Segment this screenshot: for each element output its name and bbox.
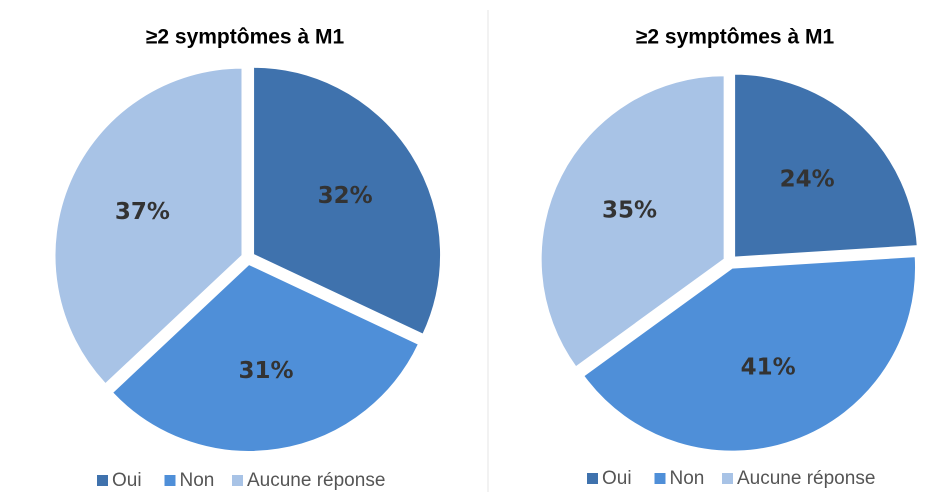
legend-label: Aucune réponse [247, 470, 385, 491]
legend-swatch [654, 473, 666, 484]
pie-slice [539, 74, 726, 369]
pie-slice [53, 66, 244, 386]
data-label: 41% [741, 355, 796, 381]
data-label: 35% [602, 197, 657, 223]
legend-swatch [164, 475, 176, 486]
data-label: 24% [780, 166, 835, 192]
legend-label: Oui [112, 470, 142, 491]
legend-label: Aucune réponse [737, 468, 875, 489]
legend-label: Oui [602, 468, 632, 489]
legend-swatch [722, 473, 733, 484]
data-label: 32% [318, 183, 373, 209]
data-label: 31% [238, 358, 293, 384]
legend-swatch [97, 475, 108, 486]
pie-slice [110, 262, 421, 453]
chart-title: ≥2 symptômes à M1 [146, 26, 345, 49]
legend-label: Non [670, 468, 705, 489]
legend-label: Non [180, 470, 215, 491]
chart-title: ≥2 symptômes à M1 [636, 26, 835, 49]
legend-swatch [587, 473, 598, 484]
pie-slice [733, 72, 919, 259]
data-label: 37% [115, 199, 170, 225]
legend-swatch [232, 475, 243, 486]
pie-slice [581, 255, 918, 453]
pie-slice [252, 65, 443, 337]
